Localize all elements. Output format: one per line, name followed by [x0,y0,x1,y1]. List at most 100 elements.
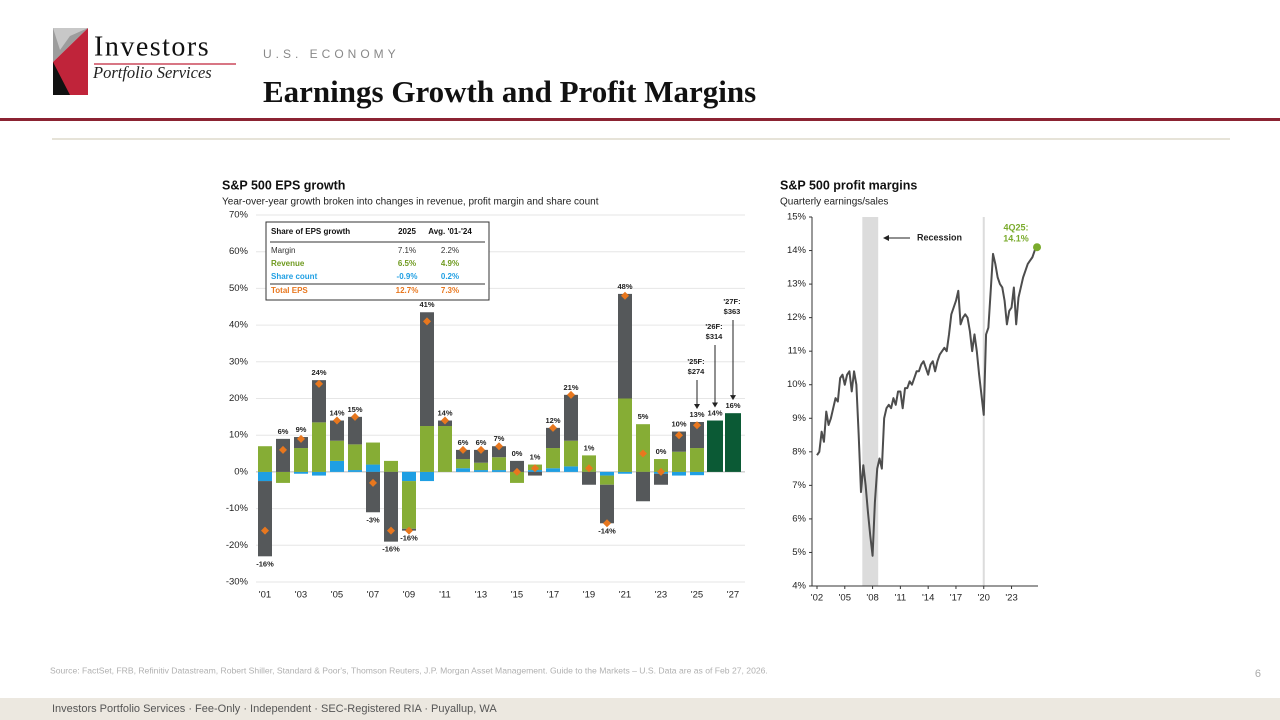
y-tick-label: 11% [788,346,807,357]
logo [53,28,88,95]
data-label: 41% [419,300,434,309]
table-cell: Share count [271,272,318,281]
y-tick-label: 12% [787,312,807,323]
y-tick-label: 14% [787,245,807,256]
total-marker [297,434,305,443]
bar-segment [618,293,632,399]
bar-segment [348,444,362,471]
bar-segment [564,466,578,472]
x-tick-label: '20 [978,593,990,604]
total-marker [513,467,521,476]
logo-shape [53,28,88,95]
x-tick-label: '05 [839,593,851,604]
total-marker [657,467,665,476]
source-note: Source: FactSet, FRB, Refinitiv Datastre… [50,665,768,675]
bar-segment [384,471,398,542]
bar-segment [312,471,326,476]
total-marker [549,423,557,432]
total-marker [423,317,431,326]
bar-segment [330,420,344,441]
data-label: 7% [494,434,505,443]
bar-segment [618,398,632,472]
x-tick-label: '08 [866,593,878,604]
bar-segment [258,446,272,472]
bar-segment [564,440,578,467]
x-tick-label: '23 [655,590,667,601]
data-label: -14% [598,526,616,535]
footer-text: Investors Portfolio Services · Fee-Only … [52,703,497,715]
bar-segment [438,426,452,472]
data-label: 0% [512,449,523,458]
total-marker [387,526,395,535]
bar-segment [294,448,308,472]
bar-segment [294,471,308,474]
bar-segment [474,462,488,471]
bar-segment [258,481,272,557]
annotation: $274 [688,367,706,376]
y-tick-label: 70% [229,210,249,221]
data-label: 6% [458,438,469,447]
bar-segment [366,442,380,465]
table-header: Avg. '01-'24 [428,227,472,236]
total-marker [639,449,647,458]
total-marker [369,478,377,487]
y-tick-label: 10% [229,430,249,441]
annotation-arrowhead [694,403,700,409]
bar-segment [510,471,524,483]
x-tick-label: '15 [511,590,523,601]
bar-segment [654,459,668,472]
y-tick-label: 8% [792,446,806,457]
bar-segment [420,312,434,427]
bar-segment [672,471,686,476]
total-marker [477,445,485,454]
total-marker [603,519,611,528]
bar-segment [258,471,272,482]
table-frame [265,221,490,301]
recession-arrowhead [883,235,889,241]
bar-segment [312,380,326,423]
total-marker [495,442,503,451]
bar-segment [348,416,362,445]
logo-shape [53,28,88,50]
bar-segment [600,484,614,524]
data-label: 12% [545,416,560,425]
bar-segment [348,470,362,472]
margin-line [816,246,1038,557]
x-tick-label: '13 [475,590,487,601]
bar-segment [402,481,416,529]
bar-segment [420,471,434,482]
x-tick-label: '17 [950,593,962,604]
table-cell: 0.2% [441,272,459,281]
total-marker [675,431,683,440]
y-tick-label: 4% [792,581,806,592]
y-tick-label: -30% [226,577,249,588]
annotation: '27F: [723,297,740,306]
y-tick-label: 50% [229,283,249,294]
y-tick-label: 15% [787,212,807,223]
bar-segment [528,471,542,476]
annotation: '26F: [705,322,722,331]
slide-title: Earnings Growth and Profit Margins [263,74,756,109]
total-marker [315,379,323,388]
data-label: 15% [347,405,362,414]
end-label: 14.1% [1003,233,1029,243]
total-marker [279,445,287,454]
table-cell: Total EPS [271,286,308,295]
total-marker [261,526,269,535]
bar-segment [510,460,524,472]
x-tick-label: '21 [619,590,631,601]
logo-text: Investors [94,31,210,62]
total-marker [567,390,575,399]
x-tick-label: '05 [331,590,343,601]
bar-segment [474,470,488,472]
footer-band [0,698,1280,720]
bar-segment [456,449,470,460]
forecast-bar [707,420,723,472]
data-label: -16% [256,559,274,568]
table-cell: 12.7% [396,286,419,295]
bar-segment [492,457,506,471]
x-tick-label: '17 [547,590,559,601]
data-label: -16% [400,534,418,543]
y-tick-label: 6% [792,513,806,524]
data-label: 14% [707,409,722,418]
